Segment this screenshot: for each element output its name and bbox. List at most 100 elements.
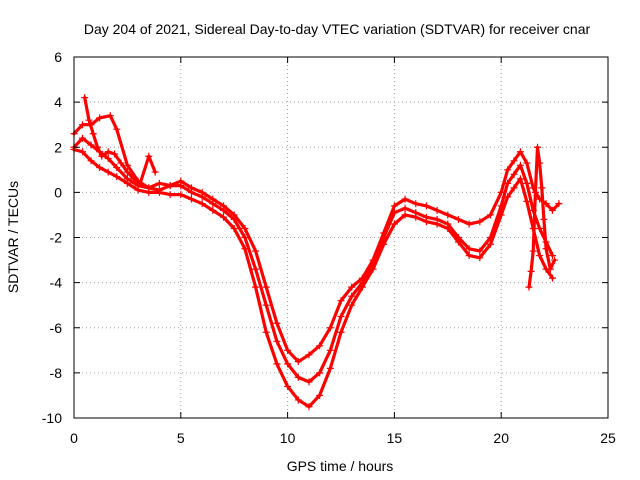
x-tick-label: 10: [280, 430, 296, 446]
data-point: [454, 215, 462, 223]
y-tick-label: -6: [50, 320, 63, 336]
data-point: [401, 211, 409, 219]
data-point: [209, 200, 217, 208]
data-point: [523, 159, 531, 167]
data-point: [177, 191, 185, 199]
data-point: [262, 301, 270, 309]
data-point: [209, 206, 217, 214]
data-point: [337, 297, 345, 305]
data-point: [136, 179, 144, 187]
x-tick-label: 20: [493, 430, 509, 446]
data-point: [104, 168, 112, 176]
data-point: [241, 245, 249, 253]
data-point: [93, 143, 101, 151]
data-point: [230, 215, 238, 223]
data-point: [273, 319, 281, 327]
data-point: [198, 200, 206, 208]
data-point: [422, 218, 430, 226]
data-point: [529, 247, 537, 255]
data-point: [510, 170, 518, 178]
axis-tick-labels: 0 5 10 15 20 25 -10 -8 -6 -4 -2 0 2 4 6: [42, 49, 616, 446]
data-point: [348, 292, 356, 300]
data-point: [145, 188, 153, 196]
y-tick-label: 0: [54, 184, 62, 200]
data-point: [113, 173, 121, 181]
data-point: [113, 164, 121, 172]
data-series: [70, 94, 563, 411]
data-point: [523, 197, 531, 205]
data-point: [316, 369, 324, 377]
data-point: [79, 121, 87, 129]
data-point: [305, 351, 313, 359]
data-point: [465, 245, 473, 253]
data-point: [273, 337, 281, 345]
data-point: [262, 283, 270, 291]
data-point: [542, 245, 550, 253]
data-point: [198, 193, 206, 201]
data-point: [130, 175, 138, 183]
data-point: [401, 195, 409, 203]
data-point: [444, 224, 452, 232]
data-point: [476, 254, 484, 262]
y-tick-label: 2: [54, 139, 62, 155]
data-point: [358, 283, 366, 291]
data-point: [241, 224, 249, 232]
data-point: [531, 188, 539, 196]
data-point: [465, 252, 473, 260]
data-point: [546, 265, 554, 273]
data-point: [155, 188, 163, 196]
data-point: [497, 211, 505, 219]
data-point: [79, 134, 87, 142]
data-point: [510, 184, 518, 192]
data-point: [316, 391, 324, 399]
data-point: [273, 360, 281, 368]
data-point: [123, 161, 131, 169]
data-point: [525, 283, 533, 291]
grid-lines: [74, 57, 608, 418]
data-point: [81, 94, 89, 102]
data-point: [551, 256, 559, 264]
data-point: [284, 346, 292, 354]
data-point: [89, 130, 97, 138]
data-point: [220, 206, 228, 214]
data-point: [134, 186, 142, 194]
data-point: [166, 182, 174, 190]
data-point: [504, 166, 512, 174]
data-point: [316, 342, 324, 350]
data-point: [145, 152, 153, 160]
data-point: [241, 234, 249, 241]
data-point: [534, 143, 542, 151]
data-point: [85, 116, 93, 124]
data-point: [123, 168, 131, 176]
data-point: [422, 202, 430, 210]
data-point: [337, 312, 345, 320]
data-point: [516, 148, 524, 156]
data-point: [540, 215, 548, 223]
data-point: [294, 396, 302, 404]
y-tick-label: -2: [50, 230, 63, 246]
data-point: [123, 179, 131, 187]
data-point: [337, 328, 345, 336]
data-point: [326, 324, 334, 332]
data-point: [104, 148, 112, 156]
data-point: [294, 358, 302, 366]
data-point: [111, 150, 119, 158]
data-point: [476, 218, 484, 226]
data-point: [412, 213, 420, 221]
data-point: [87, 157, 95, 165]
y-tick-label: -8: [50, 365, 63, 381]
data-point: [444, 211, 452, 219]
data-point: [390, 209, 398, 217]
data-point: [113, 125, 121, 133]
data-point: [487, 211, 495, 219]
data-point: [252, 247, 260, 255]
data-point: [284, 360, 292, 368]
data-point: [536, 159, 544, 167]
data-point: [369, 265, 377, 273]
data-point: [262, 328, 270, 336]
x-tick-label: 5: [177, 430, 185, 446]
data-point: [305, 378, 313, 386]
data-point: [187, 195, 195, 203]
data-point: [390, 220, 398, 228]
